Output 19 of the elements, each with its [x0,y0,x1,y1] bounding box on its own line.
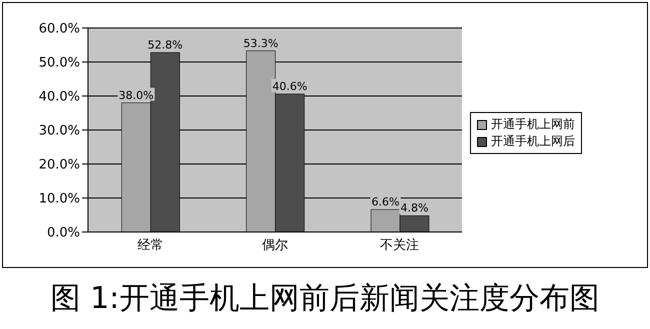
text: 图 1:开通手机上网前后新闻关注度分布图 [50,280,600,318]
x-tick-label: 经常 [137,238,164,254]
y-tick-label: 60.0% [38,22,80,37]
x-tick-label: 偶尔 [262,238,288,254]
data-label: 38.0% [118,88,154,102]
y-tick-label: 10.0% [38,192,80,207]
data-label: 52.8% [148,38,183,52]
data-label: 40.6% [272,80,308,93]
y-tick-label: 20.0% [38,158,80,173]
data-label: 6.6% [372,196,400,209]
y-tick-label: 50.0% [38,56,80,71]
legend-label: 开通手机上网前 [491,116,575,133]
y-tick-label: 40.0% [38,90,80,105]
data-label: 4.8% [400,202,428,215]
legend-label: 开通手机上网后 [491,133,575,150]
data-label: 53.3% [243,36,278,50]
x-tick-label: 不关注 [380,238,420,254]
y-tick-label: 0.0% [46,226,80,241]
y-tick-label: 30.0% [38,124,80,139]
